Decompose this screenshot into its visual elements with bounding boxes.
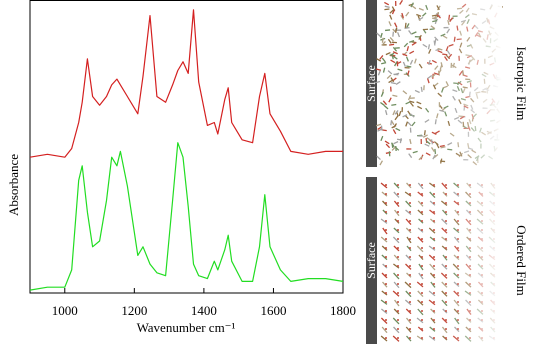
x-tick-label: 1600 [260,303,286,318]
x-tick-label: 1800 [330,303,356,318]
panels: Surface Isotropic Film Surface Ordered Film [364,0,529,344]
film-caption: Isotropic Film [514,46,529,120]
film-caption: Ordered Film [514,225,529,295]
fade-overlay [378,177,502,344]
plot-frame [30,1,343,294]
x-tick-label: 1000 [52,303,78,318]
fade-overlay [378,0,502,167]
spectrum-line [30,143,343,290]
surface-label: Surface [364,65,378,102]
y-axis-label: Absorbance [6,154,21,216]
surface-label: Surface [364,242,378,279]
x-tick-label: 1400 [191,303,217,318]
spectrum-line [30,10,343,157]
x-axis-label: Wavenumber cm⁻¹ [137,320,236,335]
x-tick-label: 1200 [121,303,147,318]
